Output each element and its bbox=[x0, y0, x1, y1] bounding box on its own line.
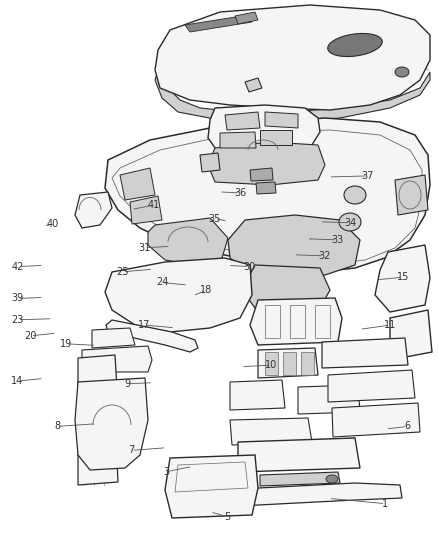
Polygon shape bbox=[78, 355, 118, 408]
Text: 11: 11 bbox=[384, 320, 396, 330]
Polygon shape bbox=[250, 168, 273, 181]
Text: 14: 14 bbox=[11, 376, 24, 386]
Text: 10: 10 bbox=[265, 360, 278, 370]
Polygon shape bbox=[230, 380, 285, 410]
Ellipse shape bbox=[395, 67, 409, 77]
Polygon shape bbox=[301, 352, 314, 375]
Polygon shape bbox=[225, 112, 260, 130]
Text: 19: 19 bbox=[60, 339, 72, 349]
Polygon shape bbox=[75, 192, 112, 228]
Polygon shape bbox=[200, 153, 220, 172]
Polygon shape bbox=[258, 348, 318, 378]
Text: 42: 42 bbox=[11, 262, 24, 271]
Polygon shape bbox=[256, 182, 276, 194]
Text: 36: 36 bbox=[235, 188, 247, 198]
Polygon shape bbox=[82, 346, 152, 372]
Text: 6: 6 bbox=[404, 422, 410, 431]
Text: 9: 9 bbox=[124, 379, 130, 389]
Text: 34: 34 bbox=[344, 218, 357, 228]
Text: 3: 3 bbox=[163, 467, 170, 477]
Polygon shape bbox=[105, 118, 430, 272]
Polygon shape bbox=[105, 258, 252, 332]
Text: 1: 1 bbox=[382, 499, 389, 508]
Text: 7: 7 bbox=[128, 446, 134, 455]
Text: 17: 17 bbox=[138, 320, 151, 330]
Polygon shape bbox=[220, 483, 402, 507]
Polygon shape bbox=[155, 5, 430, 110]
Text: 35: 35 bbox=[208, 214, 221, 223]
Polygon shape bbox=[228, 215, 360, 278]
Text: 20: 20 bbox=[25, 331, 37, 341]
Polygon shape bbox=[185, 15, 252, 32]
Polygon shape bbox=[106, 320, 198, 352]
Polygon shape bbox=[78, 417, 118, 485]
Text: 25: 25 bbox=[117, 267, 129, 277]
Ellipse shape bbox=[328, 34, 382, 56]
Text: 40: 40 bbox=[46, 219, 59, 229]
Polygon shape bbox=[92, 328, 135, 348]
Polygon shape bbox=[75, 378, 148, 470]
Polygon shape bbox=[130, 196, 162, 224]
Polygon shape bbox=[265, 112, 298, 128]
Text: 41: 41 bbox=[147, 200, 159, 210]
Polygon shape bbox=[208, 105, 320, 162]
Polygon shape bbox=[208, 142, 325, 185]
Polygon shape bbox=[155, 70, 430, 122]
Text: 31: 31 bbox=[138, 243, 151, 253]
Text: 32: 32 bbox=[318, 251, 330, 261]
Text: 30: 30 bbox=[244, 262, 256, 271]
Polygon shape bbox=[390, 310, 432, 360]
Polygon shape bbox=[235, 12, 258, 24]
Text: 18: 18 bbox=[200, 286, 212, 295]
Ellipse shape bbox=[344, 186, 366, 204]
Polygon shape bbox=[322, 338, 408, 368]
Polygon shape bbox=[250, 298, 342, 345]
Text: 23: 23 bbox=[11, 315, 24, 325]
Polygon shape bbox=[265, 352, 278, 375]
Polygon shape bbox=[165, 455, 258, 518]
Polygon shape bbox=[260, 130, 292, 145]
Text: 15: 15 bbox=[397, 272, 409, 282]
Ellipse shape bbox=[339, 213, 361, 231]
Polygon shape bbox=[245, 78, 262, 92]
Polygon shape bbox=[120, 168, 155, 200]
Polygon shape bbox=[375, 245, 430, 312]
Polygon shape bbox=[283, 352, 296, 375]
Polygon shape bbox=[220, 132, 256, 148]
Text: 24: 24 bbox=[156, 278, 168, 287]
Ellipse shape bbox=[326, 475, 338, 483]
Text: 39: 39 bbox=[11, 294, 24, 303]
Text: 5: 5 bbox=[225, 512, 231, 522]
Polygon shape bbox=[328, 370, 415, 402]
Polygon shape bbox=[230, 418, 312, 445]
Text: 33: 33 bbox=[331, 235, 343, 245]
Polygon shape bbox=[238, 438, 360, 472]
Polygon shape bbox=[298, 385, 360, 414]
Polygon shape bbox=[242, 265, 330, 308]
Text: 37: 37 bbox=[362, 171, 374, 181]
Polygon shape bbox=[395, 175, 428, 215]
Polygon shape bbox=[332, 403, 420, 437]
Text: 8: 8 bbox=[54, 422, 60, 431]
Polygon shape bbox=[148, 218, 228, 265]
Polygon shape bbox=[260, 472, 340, 486]
